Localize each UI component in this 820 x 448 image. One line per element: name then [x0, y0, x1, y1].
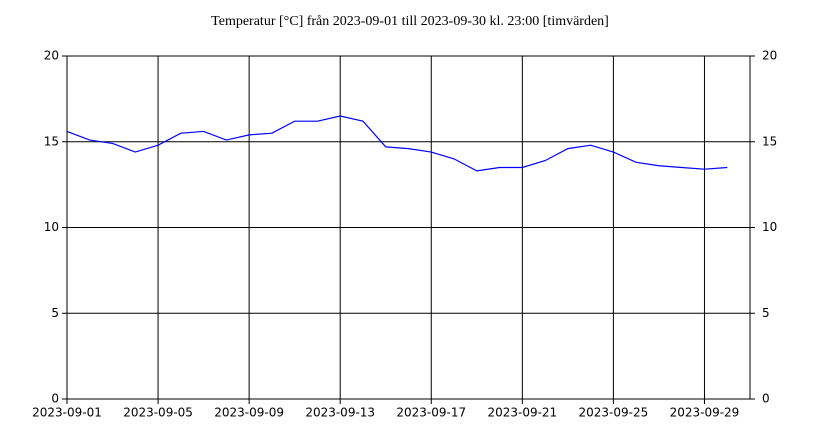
y-tick-label: 20: [44, 49, 59, 63]
data-line: [66, 115, 728, 172]
x-tick-label: 2023-09-05: [123, 406, 193, 420]
x-tick-label: 2023-09-29: [670, 406, 740, 420]
y-tick-label: 0: [51, 392, 59, 406]
y2-tick-label: 10: [762, 220, 777, 234]
y2-tick-label: 20: [762, 49, 777, 63]
x-tick-label: 2023-09-13: [305, 406, 375, 420]
y2-tick-label: 5: [762, 306, 770, 320]
x-tick-label: 2023-09-21: [487, 406, 557, 420]
chart-title: Temperatur [°C] från 2023-09-01 till 202…: [211, 14, 609, 29]
y-tick-label: 15: [44, 134, 59, 148]
y2-tick-label: 15: [762, 134, 777, 148]
y-tick-label: 10: [44, 220, 59, 234]
y2-tick-label: 0: [762, 392, 770, 406]
x-tick-label: 2023-09-01: [32, 406, 102, 420]
x-tick-label: 2023-09-25: [579, 406, 649, 420]
x-tick-label: 2023-09-17: [396, 406, 466, 420]
x-tick-label: 2023-09-09: [214, 406, 284, 420]
y-tick-label: 5: [51, 306, 59, 320]
